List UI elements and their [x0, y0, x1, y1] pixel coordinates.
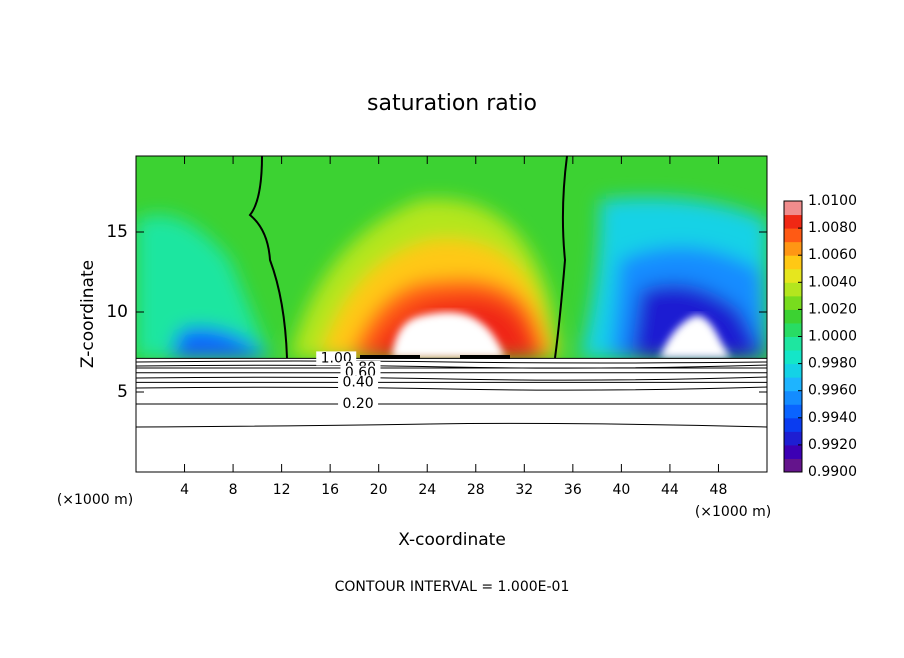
x-tick-label: 48 — [710, 482, 728, 498]
colorbar-label: 1.0080 — [808, 220, 857, 236]
x-tick-label: 20 — [370, 482, 388, 498]
chart-title: saturation ratio — [367, 91, 537, 116]
colorbar-label: 1.0100 — [808, 193, 857, 209]
color-band — [784, 322, 802, 337]
x-tick-label: 12 — [273, 482, 291, 498]
colorbar-label: 0.9940 — [808, 410, 857, 426]
colorbar-label: 0.9900 — [808, 464, 857, 480]
color-band — [784, 228, 802, 243]
x-tick-label: 24 — [418, 482, 436, 498]
color-band — [784, 350, 802, 365]
color-band — [784, 377, 802, 392]
color-band — [784, 458, 802, 473]
color-band — [784, 268, 802, 283]
color-band — [784, 282, 802, 297]
color-band — [784, 201, 802, 216]
x-tick-label: 4 — [180, 482, 189, 498]
color-band — [784, 444, 802, 459]
color-band — [784, 417, 802, 432]
color-band — [784, 431, 802, 446]
y-tick-label: 5 — [117, 382, 128, 402]
contour-lines — [135, 355, 768, 428]
x-tick-label: 16 — [321, 482, 339, 498]
colorbar-label: 1.0000 — [808, 329, 857, 345]
x-tick-label: 40 — [612, 482, 630, 498]
x-unit-label: (×1000 m) — [695, 504, 771, 520]
x-tick-label: 28 — [467, 482, 485, 498]
y-tick-label: 10 — [106, 302, 128, 322]
contour-label-bg — [338, 375, 379, 390]
x-tick-label: 8 — [229, 482, 238, 498]
colorbar-label: 0.9960 — [808, 383, 857, 399]
color-band — [784, 390, 802, 405]
field — [136, 156, 767, 358]
contour-label-bg — [338, 397, 379, 411]
x-tick-label: 44 — [661, 482, 679, 498]
color-band — [784, 363, 802, 378]
color-band — [784, 295, 802, 310]
plot-frame — [135, 155, 768, 473]
x-axis-title: X-coordinate — [398, 530, 506, 550]
contour-label: 0.20 — [342, 396, 373, 412]
x-tick-label: 32 — [515, 482, 533, 498]
contour-label: 0.40 — [342, 374, 373, 390]
colorbar-label: 1.0060 — [808, 247, 857, 263]
colorbar-label: 1.0040 — [808, 274, 857, 290]
colorbar-label: 1.0020 — [808, 301, 857, 317]
color-band — [784, 214, 802, 229]
x-unit-label: (×1000 m) — [57, 492, 133, 508]
x-tick-label: 36 — [564, 482, 582, 498]
y-tick-label: 15 — [106, 222, 128, 242]
color-band — [784, 241, 802, 256]
footnote: CONTOUR INTERVAL = 1.000E-01 — [335, 579, 570, 595]
colorbar-label: 0.9980 — [808, 356, 857, 372]
color-band — [784, 336, 802, 351]
color-band — [784, 309, 802, 324]
colorbar-label: 0.9920 — [808, 437, 857, 453]
color-band — [784, 255, 802, 270]
y-axis-title: Z-coordinate — [78, 260, 98, 368]
color-band — [784, 404, 802, 419]
